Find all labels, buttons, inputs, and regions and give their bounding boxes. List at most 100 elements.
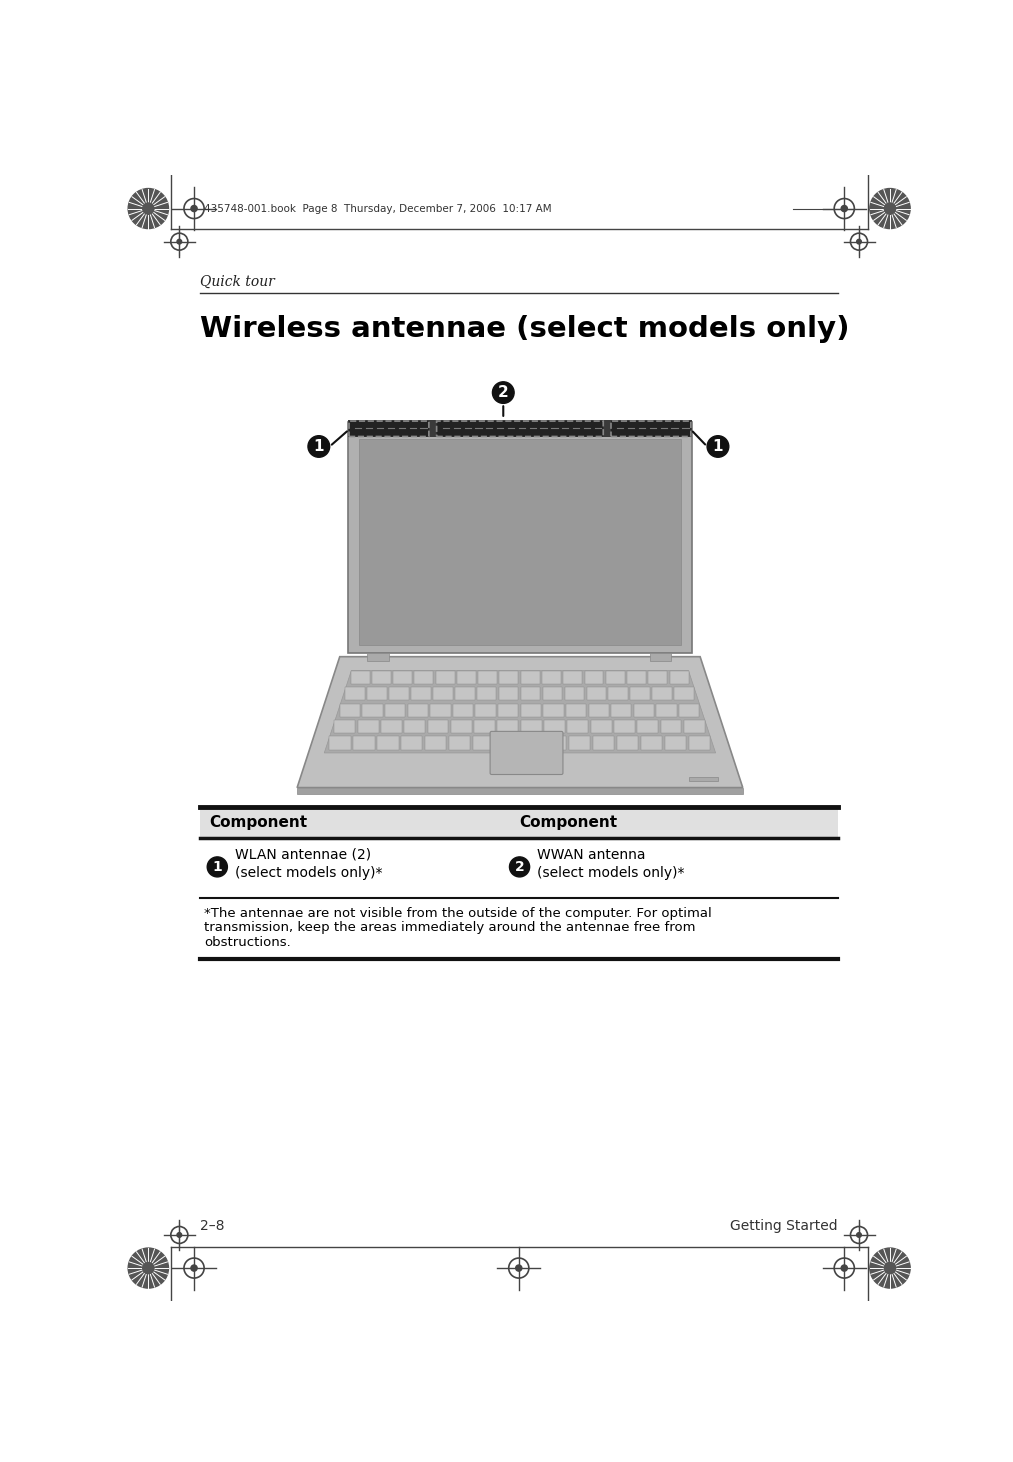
Text: (select models only)*: (select models only)*: [235, 866, 383, 880]
Bar: [455, 687, 474, 700]
Bar: [609, 687, 628, 700]
Bar: [457, 671, 476, 684]
Bar: [543, 703, 563, 716]
Bar: [521, 687, 540, 700]
Circle shape: [707, 436, 728, 458]
Bar: [542, 671, 561, 684]
Circle shape: [841, 206, 848, 212]
Circle shape: [143, 1263, 154, 1273]
Bar: [634, 703, 654, 716]
Bar: [521, 703, 541, 716]
Bar: [201, 807, 838, 838]
Bar: [367, 654, 389, 661]
Bar: [389, 687, 408, 700]
Bar: [436, 671, 455, 684]
Bar: [614, 719, 635, 732]
Bar: [617, 737, 638, 750]
Bar: [385, 703, 405, 716]
Bar: [453, 703, 473, 716]
Bar: [585, 671, 604, 684]
Circle shape: [492, 382, 515, 404]
Bar: [372, 671, 391, 684]
Bar: [589, 703, 609, 716]
Bar: [498, 703, 519, 716]
Bar: [611, 703, 631, 716]
Text: 2: 2: [515, 860, 525, 874]
Circle shape: [129, 189, 168, 228]
Bar: [656, 703, 677, 716]
Bar: [660, 719, 682, 732]
Bar: [498, 687, 519, 700]
Text: 1: 1: [213, 860, 222, 874]
Bar: [499, 671, 519, 684]
Bar: [424, 737, 447, 750]
Bar: [477, 687, 496, 700]
Bar: [670, 671, 689, 684]
Bar: [684, 719, 705, 732]
Text: WWAN antenna: WWAN antenna: [537, 848, 646, 861]
Bar: [345, 687, 365, 700]
Circle shape: [208, 857, 227, 877]
Bar: [431, 703, 451, 716]
Circle shape: [177, 1232, 181, 1237]
Bar: [593, 737, 614, 750]
Bar: [433, 687, 453, 700]
Bar: [496, 737, 519, 750]
FancyBboxPatch shape: [437, 421, 604, 437]
Bar: [665, 737, 686, 750]
FancyBboxPatch shape: [349, 421, 428, 437]
Text: Wireless antennae (select models only): Wireless antennae (select models only): [201, 316, 850, 344]
Bar: [591, 719, 612, 732]
Text: 2: 2: [498, 385, 509, 401]
Circle shape: [857, 1232, 861, 1237]
Bar: [675, 687, 694, 700]
Bar: [353, 737, 375, 750]
Bar: [350, 671, 370, 684]
Bar: [339, 703, 360, 716]
Text: transmission, keep the areas immediately around the antennae free from: transmission, keep the areas immediately…: [205, 921, 696, 934]
Circle shape: [857, 240, 861, 244]
Bar: [367, 687, 387, 700]
Text: WLAN antennae (2): WLAN antennae (2): [235, 848, 371, 861]
Bar: [652, 687, 672, 700]
Bar: [411, 687, 431, 700]
Bar: [689, 737, 710, 750]
Bar: [393, 671, 412, 684]
Circle shape: [308, 436, 329, 458]
Bar: [521, 737, 542, 750]
Circle shape: [516, 1265, 522, 1270]
Text: obstructions.: obstructions.: [205, 936, 291, 949]
Bar: [649, 654, 672, 661]
Bar: [568, 737, 591, 750]
Bar: [377, 737, 398, 750]
Circle shape: [884, 203, 895, 213]
Circle shape: [143, 203, 154, 213]
Text: Getting Started: Getting Started: [730, 1219, 838, 1234]
Text: 1: 1: [713, 439, 723, 455]
Bar: [473, 737, 494, 750]
Bar: [564, 687, 585, 700]
Bar: [474, 719, 495, 732]
Polygon shape: [297, 656, 743, 788]
Bar: [627, 671, 646, 684]
Bar: [347, 423, 692, 654]
Bar: [347, 420, 692, 437]
Bar: [329, 737, 350, 750]
Bar: [451, 719, 472, 732]
Bar: [449, 737, 470, 750]
Circle shape: [190, 206, 198, 212]
Bar: [679, 703, 699, 716]
Bar: [371, 656, 670, 662]
Bar: [363, 703, 383, 716]
Circle shape: [177, 240, 181, 244]
Bar: [689, 776, 718, 781]
Text: Component: Component: [210, 814, 308, 830]
Bar: [566, 703, 587, 716]
Text: 435748-001.book  Page 8  Thursday, December 7, 2006  10:17 AM: 435748-001.book Page 8 Thursday, Decembe…: [205, 203, 552, 213]
Bar: [648, 671, 668, 684]
Bar: [545, 737, 566, 750]
Circle shape: [510, 857, 530, 877]
Bar: [404, 719, 425, 732]
Circle shape: [841, 1265, 848, 1270]
Bar: [297, 788, 743, 794]
